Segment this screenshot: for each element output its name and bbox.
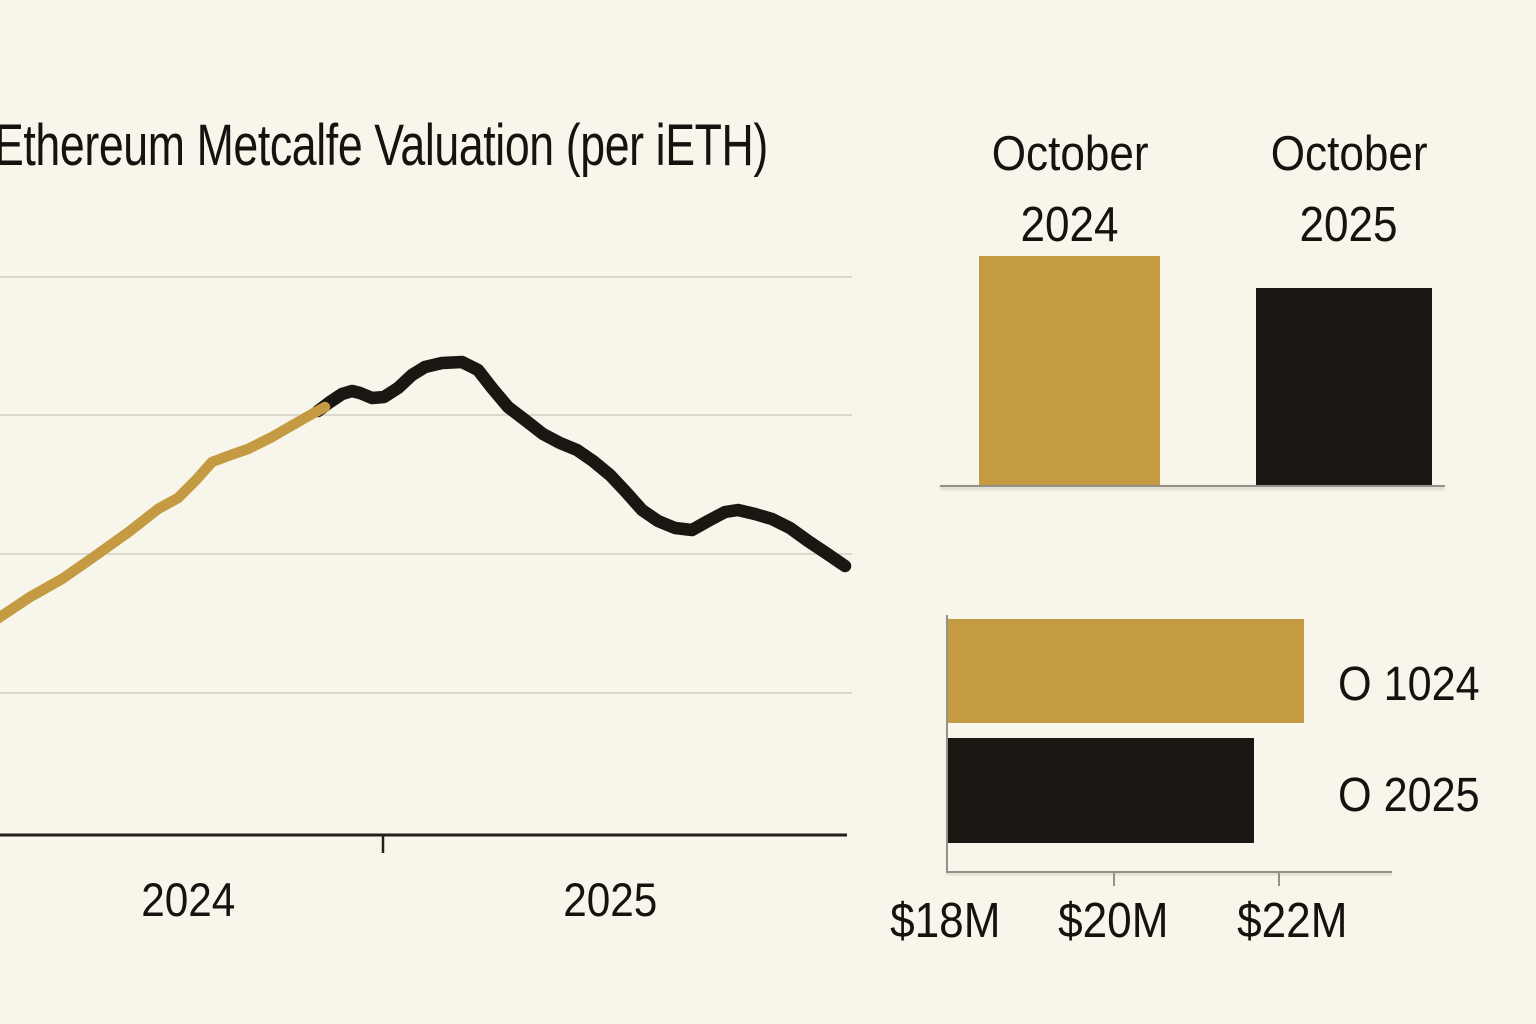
row-chart-tick-20m <box>1113 873 1115 886</box>
column-label-oct-2024-line1: October <box>991 127 1149 181</box>
column-label-oct-2024: October 2024 <box>920 119 1220 261</box>
line-x-tick-2024-text: 2024 <box>140 873 236 926</box>
column-chart-baseline <box>940 485 1445 487</box>
row-bar-o2025 <box>948 738 1254 843</box>
chart-title: Ethereum Metcalfe Valuation (per iETH) <box>0 113 768 178</box>
row-chart-tick-22m <box>1278 873 1280 886</box>
row-bar-o1024 <box>948 619 1304 723</box>
column-label-oct-2025-line2: 2025 <box>1299 198 1399 252</box>
column-label-oct-2025-line1: October <box>1270 127 1428 181</box>
row-x-tick-20m: $20M <box>1057 894 1169 948</box>
line-x-tick-2024: 2024 <box>38 872 338 927</box>
column-label-oct-2025: October 2025 <box>1199 119 1499 261</box>
row-x-tick-18m: $18M <box>889 894 1001 948</box>
row-bar-label-o2025: O 2025 <box>1338 769 1480 822</box>
row-x-tick-22m: $22M <box>1236 894 1348 948</box>
row-chart-x-axis <box>946 871 1392 873</box>
row-bar-label-o1024: O 1024 <box>1338 658 1480 711</box>
line-x-tick-2025-text: 2025 <box>562 873 658 926</box>
line-x-tick-2025: 2025 <box>460 872 760 927</box>
column-bar-oct-2025 <box>1256 288 1432 486</box>
row-chart-y-axis <box>946 615 948 873</box>
column-label-oct-2024-line2: 2024 <box>1020 198 1120 252</box>
column-bar-oct-2024 <box>979 256 1160 486</box>
